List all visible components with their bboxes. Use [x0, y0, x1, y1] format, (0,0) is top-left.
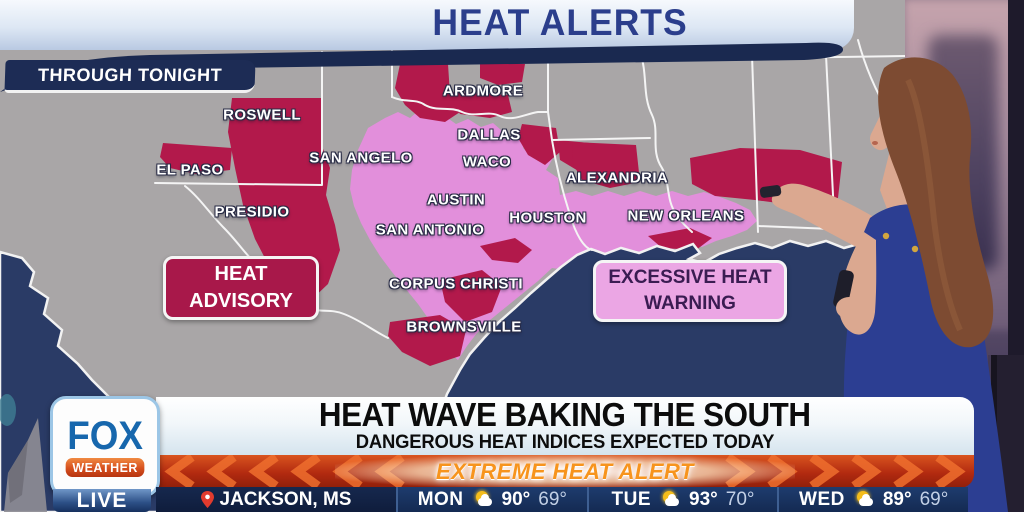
- heat-advisory-line2: ADVISORY: [189, 290, 293, 312]
- ticker-location-text: JACKSON, MS: [219, 488, 352, 510]
- excessive-heat-warning-line1: EXCESSIVE HEAT: [608, 267, 772, 289]
- ticker-location-cell: JACKSON, MS: [156, 487, 396, 512]
- forecast-high: 90°: [501, 488, 531, 510]
- city-label-new-orleans: NEW ORLEANS: [627, 207, 745, 225]
- forecast-ticker: JACKSON, MS MON 90° 69° TUE 93° 70° WED …: [156, 487, 968, 512]
- forecast-high: 89°: [882, 488, 912, 510]
- alert-banner-text: EXTREME HEAT ALERT: [436, 458, 694, 484]
- fox-logo-text: FOX: [67, 414, 143, 458]
- city-label-corpus-christi: CORPUS CHRISTI: [389, 275, 523, 293]
- forecast-low: 69°: [538, 488, 567, 510]
- city-label-san-angelo: SAN ANGELO: [309, 149, 413, 167]
- headline-bar: HEAT WAVE BAKING THE SOUTH DANGEROUS HEA…: [156, 397, 974, 455]
- partly-sunny-icon: [472, 490, 494, 509]
- city-label-san-antonio: SAN ANTONIO: [375, 221, 485, 239]
- city-label-houston: HOUSTON: [509, 209, 587, 227]
- heat-advisory-line1: HEAT: [214, 263, 268, 285]
- forecast-cell-tue: TUE 93° 70°: [586, 487, 778, 512]
- city-label-ardmore: ARDMORE: [442, 82, 524, 100]
- forecast-low: 70°: [725, 488, 755, 510]
- forecast-high: 93°: [689, 488, 718, 510]
- partly-sunny-icon: [659, 490, 681, 509]
- location-pin-icon: [200, 491, 214, 508]
- fox-weather-logo: FOX WEATHER: [50, 396, 160, 497]
- live-badge: LIVE: [53, 489, 151, 512]
- alert-bar-glow: [335, 455, 795, 488]
- city-label-roswell: ROSWELL: [223, 106, 301, 124]
- forecast-cell-wed: WED 89° 69°: [777, 487, 968, 512]
- city-label-waco: WACO: [462, 153, 512, 171]
- partly-sunny-icon: [853, 490, 875, 509]
- weather-logo-text: WEATHER: [65, 458, 145, 477]
- excessive-heat-warning-badge: EXCESSIVE HEAT WARNING: [593, 260, 787, 322]
- page-title: HEAT ALERTS: [432, 2, 688, 43]
- forecast-day: MON: [417, 488, 464, 510]
- city-label-el-paso: EL PASO: [156, 161, 224, 179]
- forecast-low: 69°: [919, 488, 949, 510]
- city-label-dallas: DALLAS: [457, 126, 521, 144]
- subheadline-text: DANGEROUS HEAT INDICES EXPECTED TODAY: [355, 432, 775, 453]
- city-label-alexandria: ALEXANDRIA: [565, 169, 669, 187]
- city-label-presidio: PRESIDIO: [214, 203, 290, 221]
- city-label-brownsville: BROWNSVILLE: [406, 318, 522, 336]
- forecast-day: TUE: [611, 488, 652, 510]
- heat-advisory-badge: HEAT ADVISORY: [163, 256, 319, 320]
- headline-text: HEAT WAVE BAKING THE SOUTH: [319, 396, 811, 433]
- forecast-cell-mon: MON 90° 69°: [396, 487, 587, 512]
- city-label-austin: AUSTIN: [426, 191, 486, 209]
- extreme-heat-alert-bar: EXTREME HEAT ALERT: [156, 455, 974, 488]
- presenter-clicker: [759, 185, 782, 198]
- title-banner: HEAT ALERTS: [0, 0, 854, 50]
- presenter-hair: [878, 57, 994, 348]
- excessive-heat-warning-line2: WARNING: [644, 293, 736, 314]
- timeframe-badge: THROUGH TONIGHT: [4, 60, 256, 93]
- forecast-day: WED: [799, 488, 845, 510]
